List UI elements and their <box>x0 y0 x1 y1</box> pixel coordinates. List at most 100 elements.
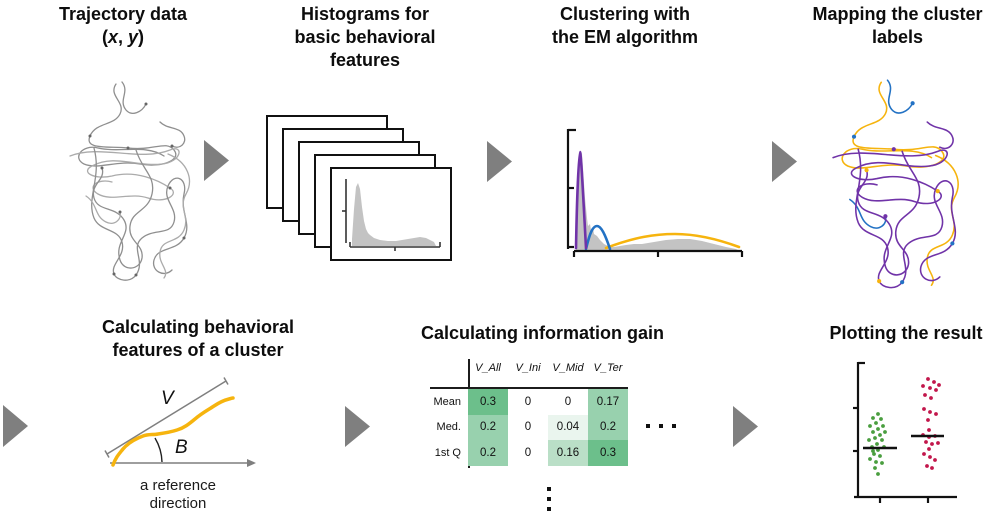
data-point <box>874 421 878 425</box>
data-point <box>929 396 933 400</box>
histogram-frame-front <box>330 167 452 261</box>
trajectory-panel-title: Trajectory data (x, y) <box>23 3 223 49</box>
table-cell: 0 <box>548 389 588 415</box>
data-point <box>924 440 928 444</box>
table-cell: 0.2 <box>588 414 628 440</box>
table-cell: 0.3 <box>588 440 628 466</box>
arrow-right-icon <box>733 406 758 447</box>
data-point <box>927 447 931 451</box>
em-blue-component <box>584 224 612 251</box>
cluster-mean-trajectory <box>111 396 235 467</box>
arrow-right-icon <box>487 141 512 182</box>
column-header: V_Ter <box>593 362 623 374</box>
data-point <box>873 466 877 470</box>
data-point <box>873 436 877 440</box>
flow-arrow-4 <box>3 405 28 447</box>
flow-arrow-3 <box>772 141 797 182</box>
histograms-panel-title: Histograms for basic behavioral features <box>294 4 436 70</box>
data-point <box>923 393 927 397</box>
infogain-table: V_All V_Ini V_Mid V_Ter Mean 0.3 0 0 0.17 Med… <box>428 356 688 518</box>
data-point <box>927 428 931 432</box>
row-label: Mean <box>433 395 461 408</box>
infogain-panel-title: Calculating information gain <box>420 323 664 343</box>
trajectory-title-line2: (x, y) <box>101 27 145 47</box>
em-mixture-plot <box>566 128 744 257</box>
mapping-panel-title: Mapping the cluster labels <box>812 4 983 47</box>
row-label: 1st Q <box>434 446 461 459</box>
data-point <box>934 412 938 416</box>
b-label: B <box>175 437 188 458</box>
data-point <box>926 418 930 422</box>
column-header: V_Mid <box>552 362 584 374</box>
arrow-right-icon <box>3 405 28 447</box>
trajectory-plot-colored <box>832 79 959 289</box>
data-point <box>871 416 875 420</box>
column-header: V_All <box>475 362 501 374</box>
angle-arc <box>154 437 163 463</box>
column-header: V_Ini <box>515 362 541 374</box>
em-yellow-component <box>604 232 741 250</box>
data-point <box>867 438 871 442</box>
data-point <box>876 472 880 476</box>
arrow-right-icon <box>772 141 797 182</box>
row-label: Med. <box>436 421 461 434</box>
data-point <box>928 410 932 414</box>
arrow-right-icon <box>204 140 229 181</box>
arrow-right-icon <box>345 406 370 447</box>
data-point <box>936 441 940 445</box>
gray-trajectory-lines <box>69 81 191 281</box>
v-dimension-line <box>104 377 229 458</box>
data-point <box>928 386 932 390</box>
data-point <box>876 412 880 416</box>
table-row: Mean 0.3 0 0 0.17 <box>428 389 628 415</box>
table-cell: 0.16 <box>548 440 588 466</box>
data-point <box>871 430 875 434</box>
table-cell: 0.17 <box>588 389 628 415</box>
flow-arrow-5 <box>345 406 370 447</box>
vertical-ellipsis <box>547 487 551 511</box>
colored-trajectory-dots <box>851 101 955 285</box>
data-point <box>933 458 937 462</box>
table-body: Mean 0.3 0 0 0.17 Med. 0.2 0 0.04 0.2 1st Q 0.2 0 0.1… <box>428 389 628 466</box>
data-point <box>881 424 885 428</box>
table-row: Med. 0.2 0 0.04 0.2 <box>428 414 628 440</box>
table-row: 1st Q 0.2 0 0.16 0.3 <box>428 440 628 466</box>
em-histogram-silhouette <box>576 151 738 250</box>
data-point <box>932 380 936 384</box>
data-point <box>875 442 879 446</box>
data-point <box>883 430 887 434</box>
em-axes <box>566 128 744 257</box>
table-header-row: V_All V_Ini V_Mid V_Ter <box>428 362 628 374</box>
result-panel-title: Plotting the result <box>829 323 983 343</box>
table-cell: 0 <box>508 389 548 415</box>
v-label: V <box>161 388 176 409</box>
em-purple-component <box>574 150 588 250</box>
flow-arrow-1 <box>204 140 229 181</box>
mini-histogram <box>342 179 441 251</box>
flow-arrow-6 <box>733 406 758 447</box>
flow-arrow-2 <box>487 141 512 182</box>
arrowhead-icon <box>247 459 256 467</box>
table-divider-horizontal <box>430 387 628 389</box>
strip-plot-axes <box>853 361 957 503</box>
data-point <box>926 377 930 381</box>
colored-trajectory-lines <box>832 79 959 289</box>
strip-plot-points <box>863 377 944 476</box>
data-point <box>878 454 882 458</box>
data-point <box>921 384 925 388</box>
data-point <box>925 464 929 468</box>
table-cell: 0.2 <box>468 440 508 466</box>
trajectory-title-line1: Trajectory data <box>58 4 188 24</box>
reference-direction-caption: a reference direction <box>140 477 216 512</box>
data-point <box>879 417 883 421</box>
trajectory-plot-gray <box>69 81 191 281</box>
data-point <box>880 438 884 442</box>
table-cell: 0.2 <box>468 414 508 440</box>
horizontal-ellipsis <box>646 424 676 428</box>
table-cell: 0.3 <box>468 389 508 415</box>
data-point <box>922 452 926 456</box>
gray-trajectory-dots <box>88 102 186 277</box>
data-point <box>922 407 926 411</box>
mini-histogram-bars <box>352 183 436 246</box>
